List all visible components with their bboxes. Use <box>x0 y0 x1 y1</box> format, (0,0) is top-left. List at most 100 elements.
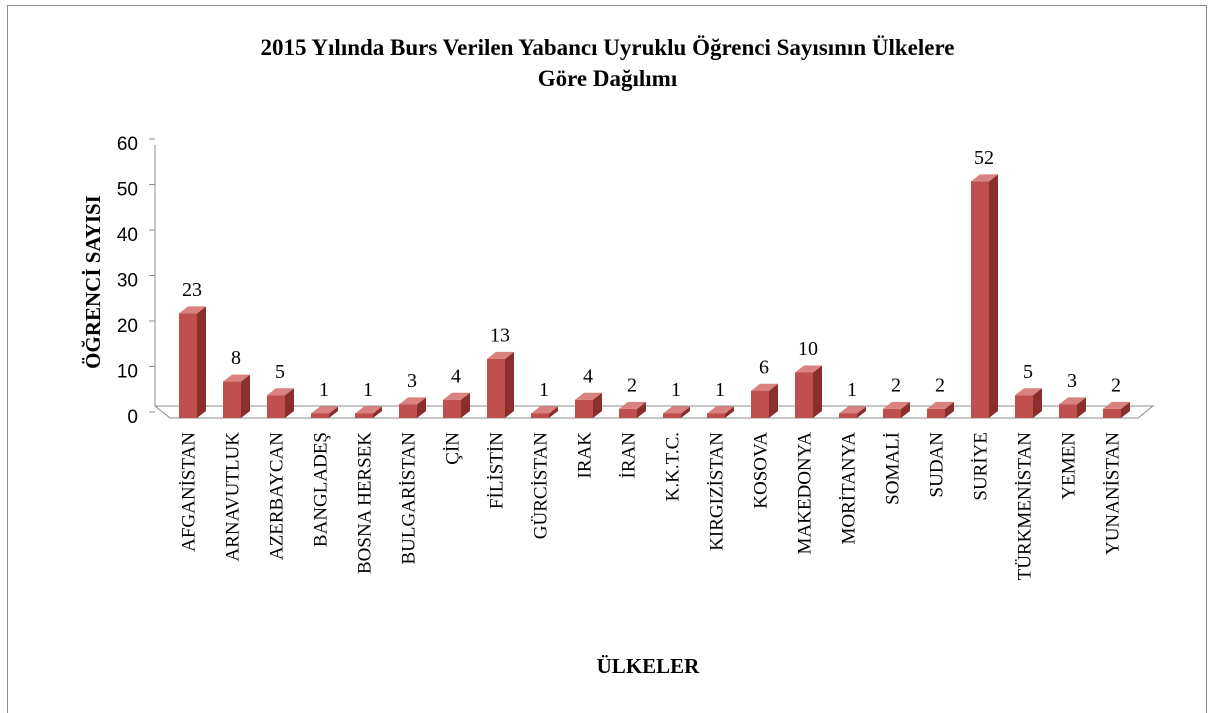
data-label: 1 <box>715 379 725 401</box>
x-tick-label: YUNANİSTAN <box>1102 432 1123 555</box>
x-tick-label: AFGANİSTAN <box>178 432 199 552</box>
data-label: 1 <box>363 379 373 401</box>
bar <box>927 408 945 418</box>
x-tick-label: BOSNA HERSEK <box>354 432 375 574</box>
y-tick-label: 40 <box>117 225 138 246</box>
data-label: 1 <box>319 379 329 401</box>
bar-side <box>505 351 514 418</box>
bar <box>355 413 373 418</box>
data-label: 1 <box>539 379 549 401</box>
y-axis-title: ÖĞRENCİ SAYISI <box>81 195 105 369</box>
bar-top <box>1103 401 1130 409</box>
bar-side <box>373 406 382 418</box>
data-label: 4 <box>583 365 593 387</box>
bar-side <box>197 306 206 418</box>
data-label: 2 <box>891 374 901 396</box>
data-label: 8 <box>231 347 241 369</box>
bar-side <box>813 365 822 418</box>
bar-side <box>637 401 646 418</box>
y-tick-label: 0 <box>127 407 138 428</box>
bar <box>1059 404 1077 418</box>
bar-top <box>531 406 558 414</box>
bar-side <box>769 383 778 418</box>
bar-side <box>549 406 558 418</box>
bar <box>751 390 769 418</box>
bar <box>575 399 593 418</box>
chart-title: 2015 Yılında Burs Verilen Yabancı Uyrukl… <box>260 35 955 91</box>
data-label: 5 <box>275 361 285 383</box>
bar <box>487 358 505 418</box>
bar-top <box>1059 397 1086 405</box>
bar <box>1103 408 1121 418</box>
x-tick-label: ARNAVUTLUK <box>222 432 243 562</box>
x-tick-label: GÜRCİSTAN <box>530 432 551 539</box>
bar-side <box>285 388 294 418</box>
bar-side <box>725 406 734 418</box>
x-tick-label: KIRGIZİSTAN <box>706 432 727 551</box>
chart-frame <box>7 5 1207 713</box>
data-label: 6 <box>759 356 769 378</box>
bar-top <box>575 392 602 400</box>
bar <box>1015 395 1033 418</box>
x-axis-title: ÜLKELER <box>597 654 701 678</box>
bar <box>179 313 197 418</box>
bar-side <box>681 406 690 418</box>
bar-top <box>179 306 206 314</box>
y-tick-label: 20 <box>117 316 138 337</box>
y-tick-label: 10 <box>117 362 138 383</box>
bar <box>663 413 681 418</box>
bar-side <box>857 406 866 418</box>
x-tick-label: AZERBAYCAN <box>266 432 287 560</box>
x-tick-label: SOMALİ <box>882 432 903 505</box>
data-label: 52 <box>974 147 994 169</box>
bar-side <box>1121 401 1130 418</box>
bar <box>443 399 461 418</box>
bar-side <box>417 397 426 418</box>
x-tick-label: BANGLADEŞ <box>310 432 331 547</box>
bar <box>795 372 813 418</box>
bar <box>223 381 241 418</box>
bar-top <box>663 406 690 414</box>
x-tick-label: YEMEN <box>1058 432 1079 500</box>
x-tick-label: KOSOVA <box>750 432 771 509</box>
bar-top <box>311 406 338 414</box>
data-label: 2 <box>1111 374 1121 396</box>
bar-top <box>399 397 426 405</box>
bar-top <box>751 383 778 391</box>
bar <box>839 413 857 418</box>
x-tick-label: MAKEDONYA <box>794 432 815 555</box>
bar-top <box>619 401 646 409</box>
bar-top <box>355 406 382 414</box>
bar-top <box>883 401 910 409</box>
bar <box>971 181 989 418</box>
bar-side <box>945 401 954 418</box>
data-label: 13 <box>490 324 510 346</box>
data-label: 2 <box>935 374 945 396</box>
bar <box>311 413 329 418</box>
bar-side <box>329 406 338 418</box>
bar-side <box>241 374 250 418</box>
bar-side <box>901 401 910 418</box>
x-tick-label: İRAN <box>618 432 639 479</box>
x-tick-label: SURİYE <box>970 432 991 501</box>
x-tick-label: FİLİSTİN <box>486 432 507 509</box>
data-label: 1 <box>847 379 857 401</box>
bar-top <box>1015 388 1042 396</box>
data-label: 3 <box>407 370 417 392</box>
bar <box>883 408 901 418</box>
x-tick-label: K.K.T.C. <box>662 432 683 501</box>
bar <box>531 413 549 418</box>
data-label: 3 <box>1067 370 1077 392</box>
x-tick-label: ÇİN <box>442 432 463 465</box>
data-label: 1 <box>671 379 681 401</box>
bar-top <box>795 365 822 373</box>
y-tick-label: 50 <box>117 180 138 201</box>
bar <box>619 408 637 418</box>
bar-top <box>223 374 250 382</box>
bar-top <box>443 392 470 400</box>
bar-side <box>989 174 998 418</box>
x-tick-label: TÜRKMENİSTAN <box>1014 432 1035 581</box>
bar <box>707 413 725 418</box>
bar-top <box>487 351 514 359</box>
